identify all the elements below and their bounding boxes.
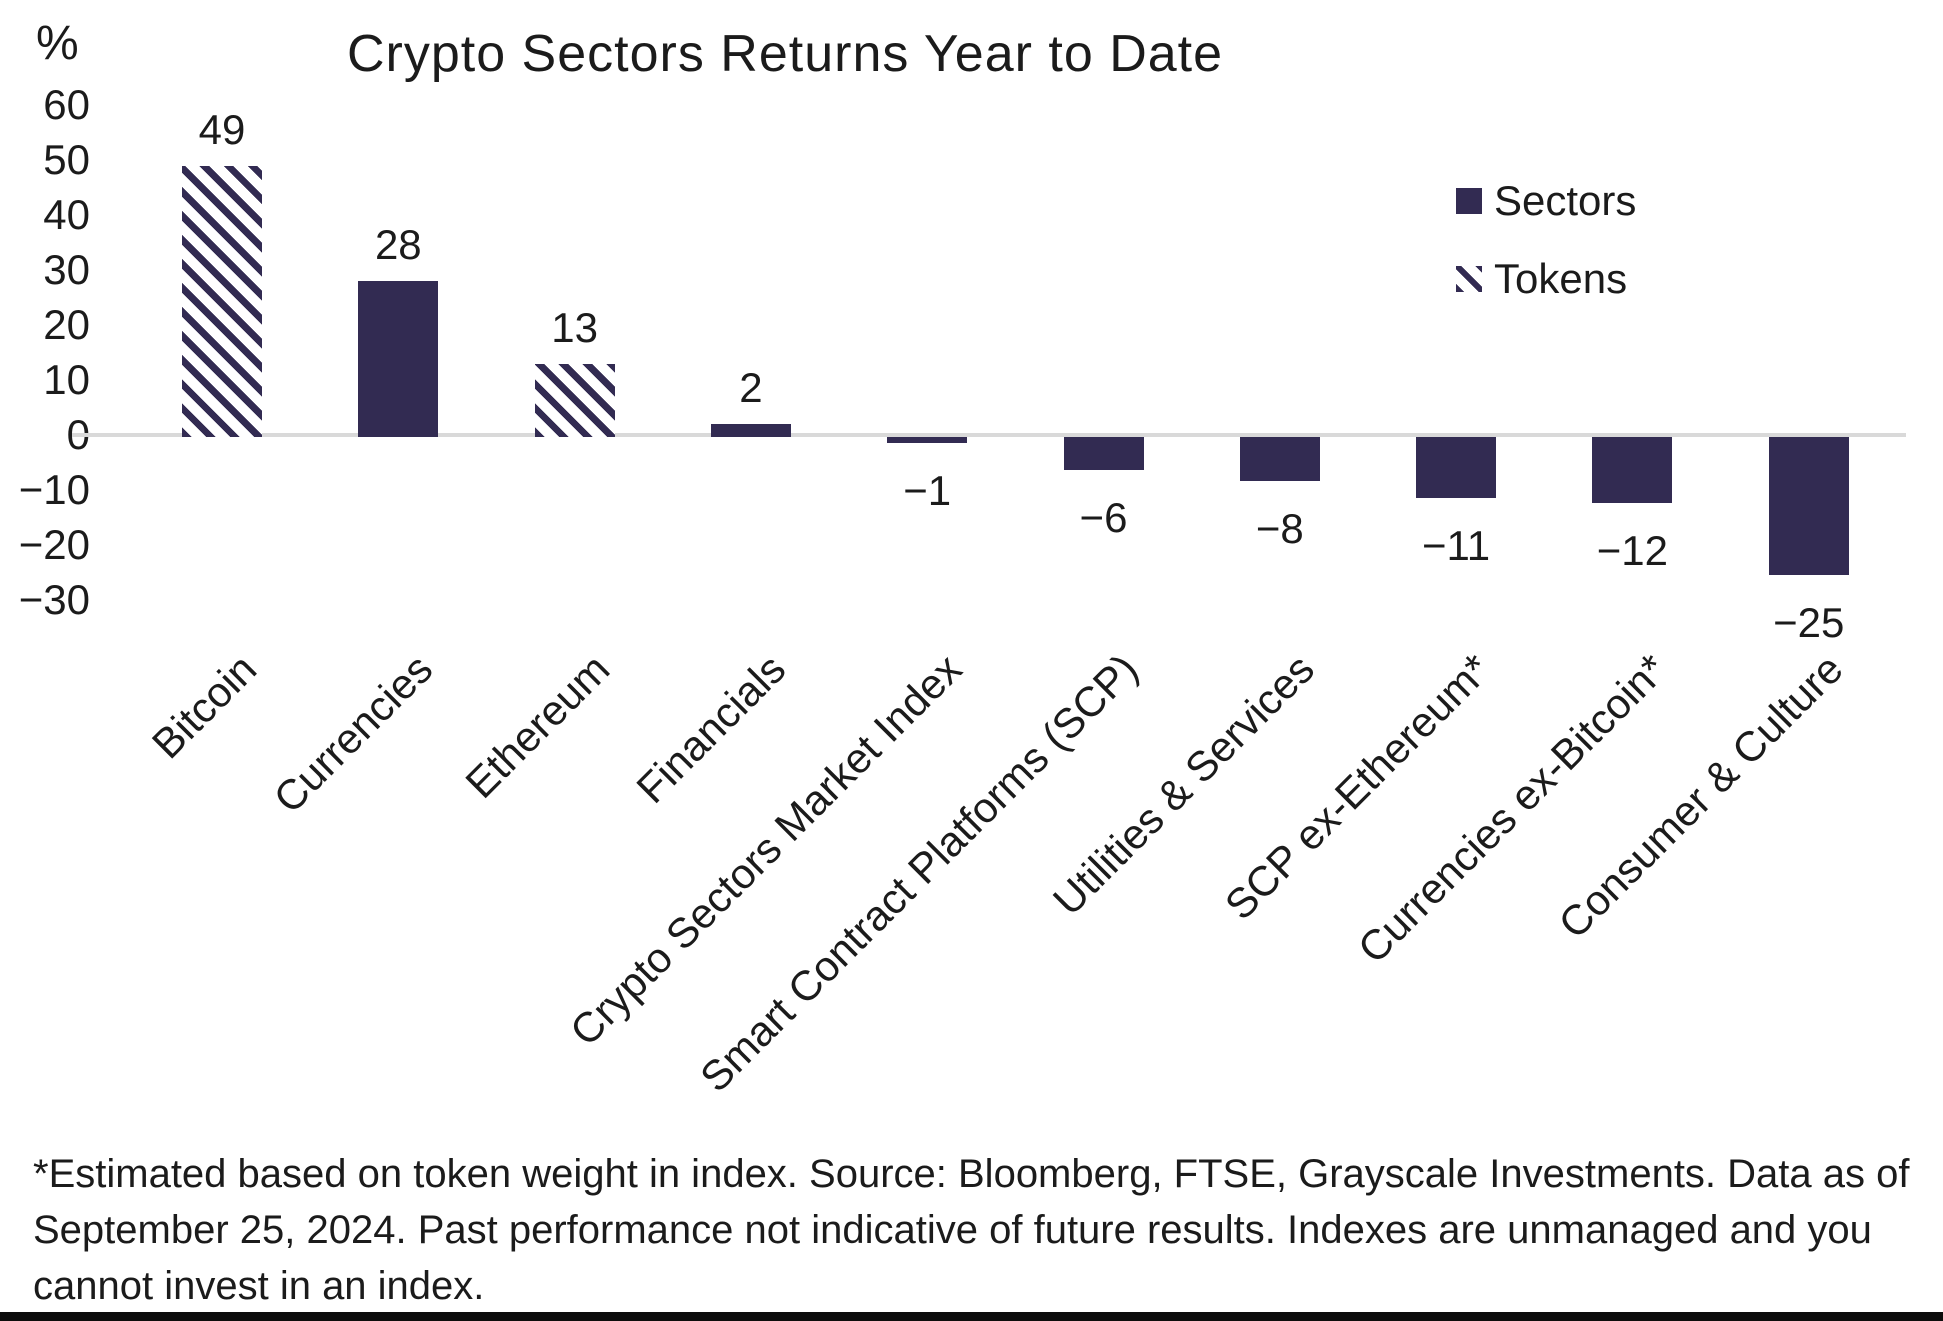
y-tick-20: 20 (43, 301, 90, 348)
category-label-bitcoin: Bitcoin (142, 645, 266, 768)
y-tick--10: −10 (18, 466, 90, 513)
bar-utilities-services (1239, 437, 1320, 481)
y-tick--20: −20 (18, 521, 90, 568)
value-label-scp-ex-ethereum: −11 (1422, 521, 1491, 569)
value-label-ethereum: 13 (551, 303, 598, 351)
bar-consumer-culture (1768, 437, 1849, 575)
legend-item-tokens: Tokens (1456, 254, 1636, 304)
y-tick-40: 40 (43, 191, 90, 238)
value-label-crypto-sectors-market-index: −1 (903, 466, 952, 514)
bar-financials (710, 424, 791, 437)
solid-swatch-icon (1456, 188, 1482, 214)
category-label-currencies: Currencies (264, 645, 442, 822)
bottom-border-rule (0, 1312, 1943, 1321)
bar-scp-ex-ethereum (1416, 437, 1497, 498)
bar-currencies-ex-bitcoin (1592, 437, 1673, 503)
value-label-utilities-services: −8 (1255, 505, 1304, 552)
y-axis-unit-label: % (36, 17, 79, 70)
bar-bitcoin (182, 165, 262, 437)
value-label-currencies: 28 (374, 221, 422, 268)
y-tick--30: −30 (18, 576, 90, 623)
y-tick-30: 30 (43, 246, 90, 293)
hatched-swatch-icon (1456, 266, 1482, 292)
zero-axis-line (72, 433, 1906, 437)
category-label-currencies-ex-bitcoin: Currencies ex-Bitcoin* (1348, 645, 1676, 973)
value-label-bitcoin: 49 (198, 105, 246, 153)
bar-currencies (358, 281, 439, 437)
footnote-line: September 25, 2024. Past performance not… (33, 1208, 1872, 1252)
legend-label-tokens: Tokens (1494, 255, 1628, 302)
legend: Sectors Tokens (1456, 176, 1636, 332)
chart-title: Crypto Sectors Returns Year to Date (346, 25, 1224, 83)
footnote: *Estimated based on token weight in inde… (33, 1146, 1909, 1314)
category-label-ethereum: Ethereum (455, 645, 618, 807)
bar-ethereum (534, 363, 615, 437)
legend-label-sectors: Sectors (1494, 177, 1637, 224)
y-tick-60: 60 (43, 81, 90, 128)
category-label-financials: Financials (627, 645, 795, 812)
y-tick-50: 50 (43, 136, 90, 183)
value-label-smart-contract-platforms-scp: −6 (1079, 494, 1128, 541)
value-label-financials: 2 (739, 364, 763, 411)
bar-crypto-sectors-market-index (887, 437, 968, 443)
legend-item-sectors: Sectors (1456, 176, 1636, 226)
y-tick-10: 10 (43, 356, 90, 403)
value-label-consumer-culture: −25 (1773, 598, 1845, 646)
bar-smart-contract-platforms-scp (1063, 437, 1144, 470)
footnote-line: cannot invest in an index. (33, 1264, 485, 1308)
value-label-currencies-ex-bitcoin: −12 (1596, 527, 1669, 574)
footnote-line: *Estimated based on token weight in inde… (33, 1152, 1910, 1196)
